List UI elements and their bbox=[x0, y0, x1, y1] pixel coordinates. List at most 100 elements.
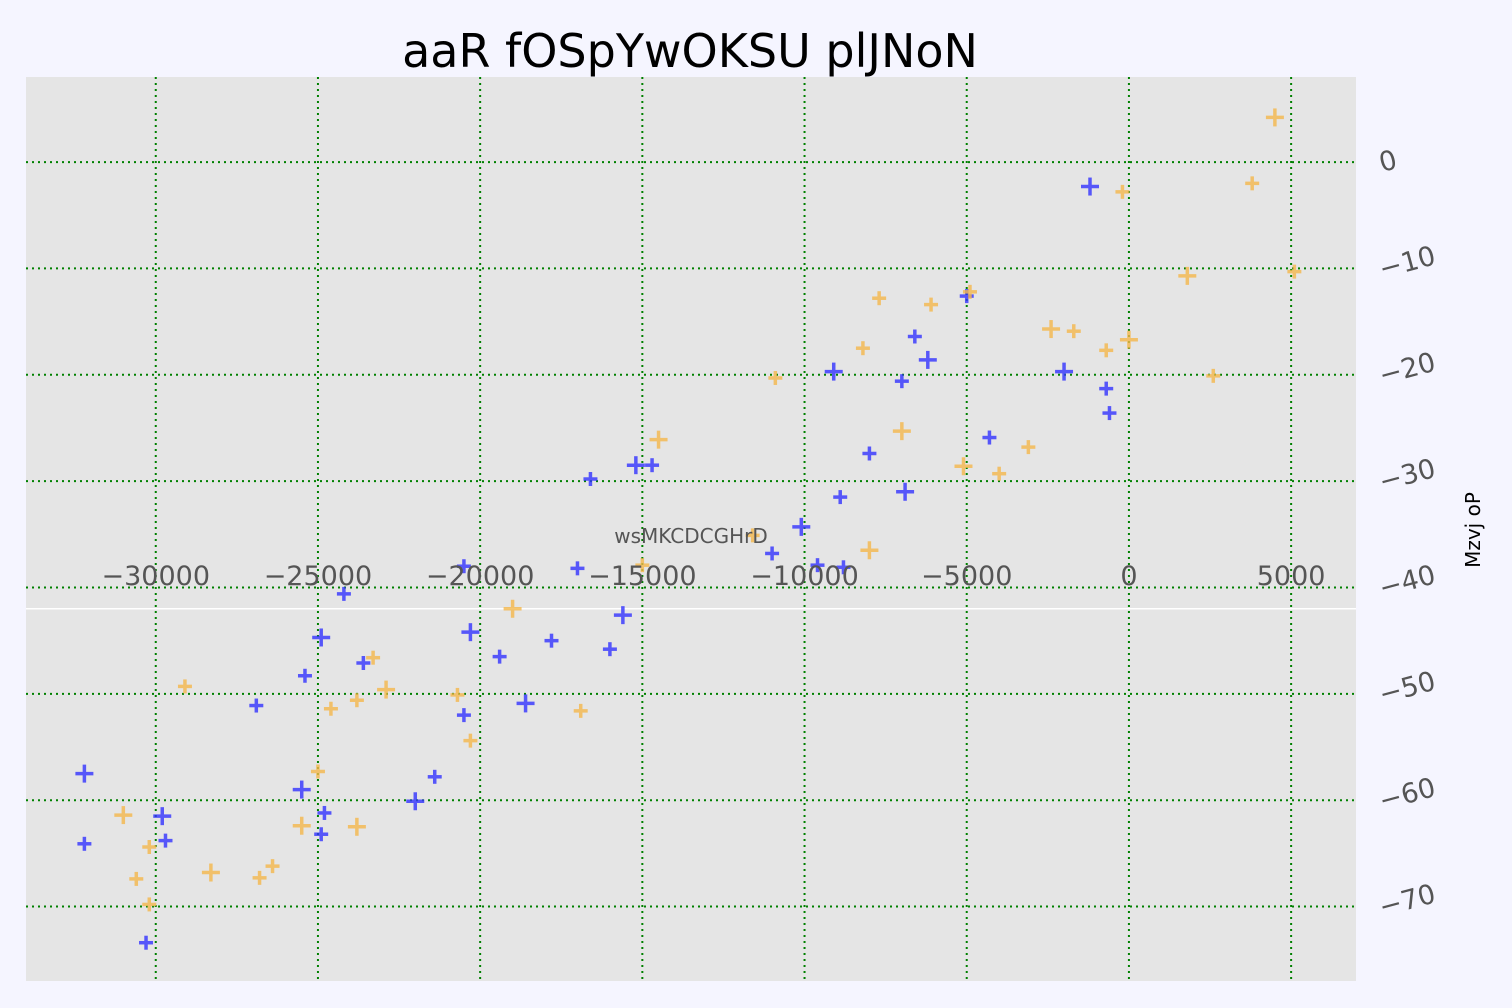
data-point bbox=[810, 558, 825, 573]
data-point bbox=[962, 284, 977, 299]
data-point bbox=[463, 733, 478, 748]
data-point bbox=[249, 698, 264, 713]
data-point bbox=[1102, 406, 1117, 421]
data-point bbox=[1245, 176, 1260, 191]
data-point bbox=[860, 541, 879, 560]
data-point bbox=[645, 458, 660, 473]
data-point bbox=[312, 628, 331, 647]
y-tick-label: −60 bbox=[1376, 772, 1439, 817]
data-point bbox=[450, 687, 465, 702]
data-point bbox=[544, 633, 559, 648]
data-point bbox=[377, 680, 396, 699]
data-point bbox=[1119, 330, 1138, 349]
data-point bbox=[824, 362, 843, 381]
data-point bbox=[1099, 381, 1114, 396]
data-point bbox=[142, 897, 157, 912]
x-axis-label: wsMKCDCGHrD bbox=[614, 524, 768, 548]
data-point bbox=[1099, 343, 1114, 358]
data-point bbox=[1042, 320, 1061, 339]
y-tick-labels: 0 −10 −20 −30 −40 −50 −60 −70 bbox=[1376, 144, 1439, 923]
x-tick-label: −25000 bbox=[264, 561, 373, 592]
data-point bbox=[1265, 108, 1284, 127]
data-point bbox=[836, 560, 851, 575]
data-point bbox=[626, 456, 645, 475]
data-point bbox=[765, 546, 780, 561]
data-point bbox=[292, 816, 311, 835]
data-point bbox=[1206, 368, 1221, 383]
data-point bbox=[855, 341, 870, 356]
data-point bbox=[356, 656, 371, 671]
data-point bbox=[456, 708, 471, 723]
data-points bbox=[75, 108, 1302, 950]
data-point bbox=[635, 558, 650, 573]
data-point bbox=[406, 792, 425, 811]
data-point bbox=[1021, 440, 1036, 455]
y-tick-label: −70 bbox=[1376, 879, 1439, 924]
y-tick-label: −10 bbox=[1376, 241, 1439, 286]
data-point bbox=[602, 642, 617, 657]
y-tick-label: 0 bbox=[1376, 144, 1401, 178]
data-point bbox=[1178, 266, 1197, 285]
data-point bbox=[982, 430, 997, 445]
data-point bbox=[1066, 324, 1081, 339]
data-point bbox=[314, 827, 329, 842]
data-point bbox=[503, 599, 522, 618]
x-tick-label: 5000 bbox=[1257, 561, 1326, 592]
data-point bbox=[139, 935, 154, 950]
data-point bbox=[201, 863, 220, 882]
x-tick-labels: −30000 −25000 −20000 −15000 −10000 −5000 0 5000 bbox=[101, 561, 1325, 592]
data-point bbox=[456, 559, 471, 574]
data-point bbox=[75, 764, 94, 783]
data-point bbox=[872, 291, 887, 306]
y-tick-label: −20 bbox=[1376, 347, 1439, 392]
data-point bbox=[896, 482, 915, 501]
data-point bbox=[583, 472, 598, 487]
data-point bbox=[613, 606, 632, 625]
data-point bbox=[649, 430, 668, 449]
data-point bbox=[347, 817, 366, 836]
y-tick-label: −50 bbox=[1376, 666, 1439, 711]
x-tick-label: 0 bbox=[1120, 561, 1137, 592]
data-point bbox=[265, 859, 280, 874]
data-point bbox=[1055, 362, 1074, 381]
data-point bbox=[153, 807, 172, 826]
data-point bbox=[323, 701, 338, 716]
y-axis-label: Mzvj oP bbox=[1461, 492, 1485, 568]
data-point bbox=[366, 650, 381, 665]
data-point bbox=[177, 679, 192, 694]
data-point bbox=[114, 806, 133, 825]
data-point bbox=[158, 833, 173, 848]
data-point bbox=[768, 370, 783, 385]
data-point bbox=[297, 668, 312, 683]
chart-title: aaR fOSpYwOKSU plJNoN bbox=[402, 24, 978, 78]
plot-area bbox=[26, 77, 1356, 981]
data-point bbox=[516, 694, 535, 713]
data-point bbox=[310, 764, 325, 779]
y-tick-label: −40 bbox=[1376, 560, 1439, 605]
data-point bbox=[1287, 264, 1302, 279]
data-point bbox=[77, 836, 92, 851]
data-point bbox=[833, 490, 848, 505]
data-point bbox=[461, 623, 480, 642]
data-point bbox=[573, 703, 588, 718]
data-point bbox=[892, 422, 911, 441]
data-point bbox=[492, 649, 507, 664]
data-point bbox=[292, 780, 311, 799]
data-point bbox=[349, 693, 364, 708]
data-point bbox=[924, 297, 939, 312]
x-tick-label: −20000 bbox=[426, 561, 535, 592]
grid-lines bbox=[26, 77, 1356, 981]
data-point bbox=[918, 350, 937, 369]
data-point bbox=[427, 769, 442, 784]
data-point bbox=[992, 466, 1007, 481]
x-tick-label: −10000 bbox=[750, 561, 859, 592]
data-point bbox=[317, 805, 332, 820]
data-point bbox=[745, 528, 760, 543]
data-point bbox=[570, 561, 585, 576]
data-point bbox=[792, 517, 811, 536]
data-point bbox=[954, 457, 973, 476]
y-tick-label: −30 bbox=[1376, 453, 1439, 498]
x-tick-label: −15000 bbox=[588, 561, 697, 592]
data-point bbox=[1081, 177, 1099, 196]
x-tick-label: −5000 bbox=[921, 561, 1012, 592]
